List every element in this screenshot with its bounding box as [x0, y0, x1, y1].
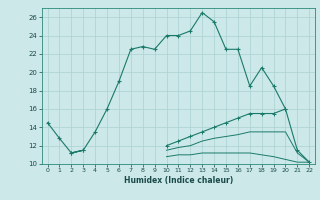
X-axis label: Humidex (Indice chaleur): Humidex (Indice chaleur) [124, 176, 233, 185]
